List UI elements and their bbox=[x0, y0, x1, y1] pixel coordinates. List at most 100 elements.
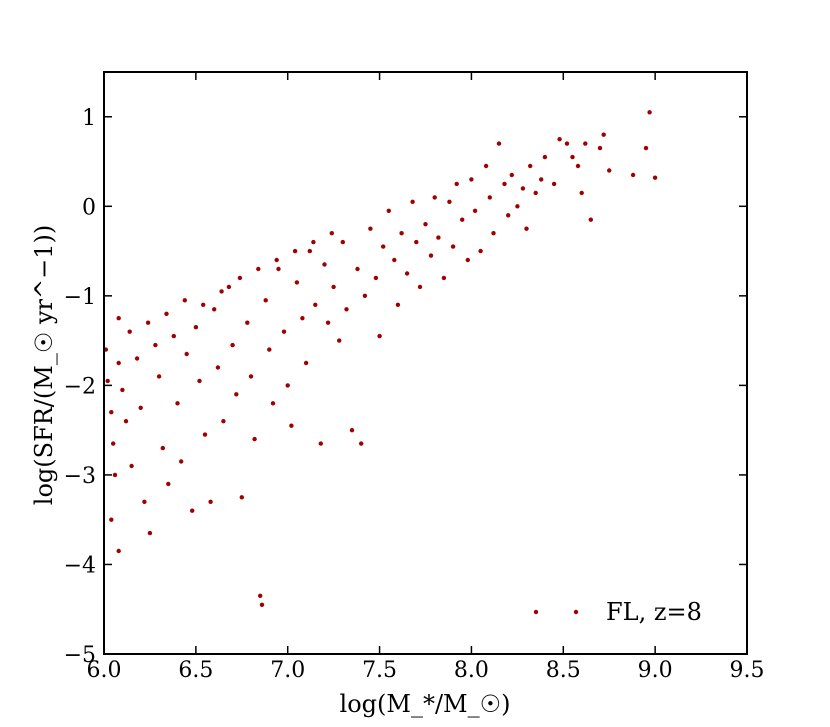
data-point-83 bbox=[460, 217, 465, 222]
data-point-38 bbox=[258, 593, 263, 598]
y-tick-label-3: −2 bbox=[64, 374, 96, 399]
data-point-75 bbox=[423, 222, 428, 227]
data-point-33 bbox=[234, 392, 239, 397]
data-point-84 bbox=[465, 257, 470, 263]
data-point-2 bbox=[109, 410, 114, 415]
data-point-74 bbox=[417, 284, 423, 290]
data-point-126 bbox=[274, 257, 279, 263]
data-point-77 bbox=[432, 195, 437, 200]
data-point-67 bbox=[386, 208, 391, 213]
data-point-107 bbox=[579, 190, 584, 196]
data-point-123 bbox=[219, 289, 224, 294]
data-point-81 bbox=[450, 244, 456, 249]
data-point-106 bbox=[575, 163, 581, 169]
data-point-49 bbox=[303, 360, 309, 366]
data-point-24 bbox=[193, 325, 199, 330]
data-point-47 bbox=[294, 280, 300, 285]
data-point-91 bbox=[496, 141, 502, 146]
data-point-110 bbox=[597, 145, 603, 151]
data-point-70 bbox=[399, 231, 404, 236]
data-point-124 bbox=[237, 275, 243, 281]
data-point-46 bbox=[289, 423, 294, 428]
data-point-3 bbox=[111, 441, 116, 446]
x-tick-label-0: 6.0 bbox=[87, 658, 122, 683]
data-point-102 bbox=[551, 181, 557, 187]
data-point-28 bbox=[212, 307, 217, 312]
data-point-94 bbox=[509, 172, 514, 178]
data-point-51 bbox=[313, 302, 318, 307]
data-point-64 bbox=[373, 275, 379, 281]
data-point-129 bbox=[329, 231, 334, 236]
x-tick-label-6: 9.0 bbox=[638, 658, 673, 683]
data-point-103 bbox=[557, 137, 562, 142]
data-point-27 bbox=[208, 499, 213, 504]
data-point-4 bbox=[112, 472, 118, 478]
data-point-61 bbox=[359, 441, 364, 446]
data-point-9 bbox=[129, 463, 134, 469]
data-point-17 bbox=[160, 445, 165, 451]
data-point-52 bbox=[318, 441, 323, 446]
data-point-78 bbox=[436, 235, 441, 240]
data-point-56 bbox=[337, 338, 342, 343]
legend-label: FL, z=8 bbox=[606, 598, 702, 626]
data-point-89 bbox=[487, 195, 492, 200]
plot-frame bbox=[103, 71, 748, 655]
data-point-53 bbox=[322, 262, 327, 267]
data-point-119 bbox=[145, 320, 151, 325]
data-point-128 bbox=[311, 239, 316, 245]
data-point-85 bbox=[469, 177, 474, 182]
legend-marker-right bbox=[573, 609, 579, 615]
data-point-120 bbox=[164, 311, 169, 316]
data-point-36 bbox=[248, 374, 254, 379]
data-point-90 bbox=[491, 231, 496, 236]
data-point-95 bbox=[515, 204, 520, 209]
legend-marker-left bbox=[533, 609, 539, 615]
data-point-108 bbox=[583, 141, 588, 146]
data-point-100 bbox=[539, 177, 544, 182]
data-point-50 bbox=[307, 248, 312, 254]
y-tick-label-0: −5 bbox=[64, 643, 96, 668]
data-point-43 bbox=[276, 266, 281, 272]
data-point-101 bbox=[542, 154, 548, 160]
data-point-20 bbox=[175, 401, 180, 406]
data-point-80 bbox=[447, 199, 452, 204]
data-point-32 bbox=[230, 342, 235, 348]
data-point-114 bbox=[643, 145, 649, 151]
data-point-71 bbox=[404, 271, 410, 276]
data-point-12 bbox=[138, 405, 143, 410]
data-point-113 bbox=[630, 172, 636, 178]
data-point-111 bbox=[601, 132, 606, 137]
data-point-96 bbox=[520, 186, 526, 191]
data-point-19 bbox=[171, 333, 176, 339]
data-point-116 bbox=[652, 175, 658, 180]
data-point-15 bbox=[153, 342, 158, 348]
x-tick-label-2: 7.0 bbox=[270, 658, 305, 683]
data-point-60 bbox=[355, 266, 360, 272]
data-point-39 bbox=[259, 602, 265, 607]
data-point-98 bbox=[528, 163, 533, 169]
x-tick-label-5: 8.5 bbox=[546, 658, 581, 683]
data-point-79 bbox=[441, 275, 447, 281]
data-point-7 bbox=[120, 387, 125, 393]
data-point-112 bbox=[607, 168, 612, 173]
y-tick-label-5: 0 bbox=[82, 195, 96, 220]
data-point-16 bbox=[156, 374, 162, 379]
data-point-21 bbox=[179, 459, 184, 464]
data-point-45 bbox=[285, 383, 290, 388]
data-point-30 bbox=[221, 419, 226, 424]
data-points bbox=[103, 110, 658, 607]
data-point-127 bbox=[292, 248, 298, 254]
tick-labels: 6.0 6.5 7.0 7.5 8.0 8.5 9.0 9.5 −5 −4 −3 −2 −1 0 1 bbox=[64, 106, 765, 683]
data-point-115 bbox=[647, 110, 652, 115]
data-point-88 bbox=[483, 163, 489, 169]
data-point-104 bbox=[564, 141, 570, 146]
data-point-48 bbox=[300, 316, 305, 321]
data-point-58 bbox=[344, 307, 349, 312]
axis-ticks bbox=[103, 72, 748, 655]
data-point-69 bbox=[395, 302, 401, 307]
data-point-99 bbox=[533, 190, 538, 196]
data-point-87 bbox=[478, 248, 483, 254]
data-point-40 bbox=[263, 298, 268, 303]
data-point-66 bbox=[381, 244, 386, 249]
